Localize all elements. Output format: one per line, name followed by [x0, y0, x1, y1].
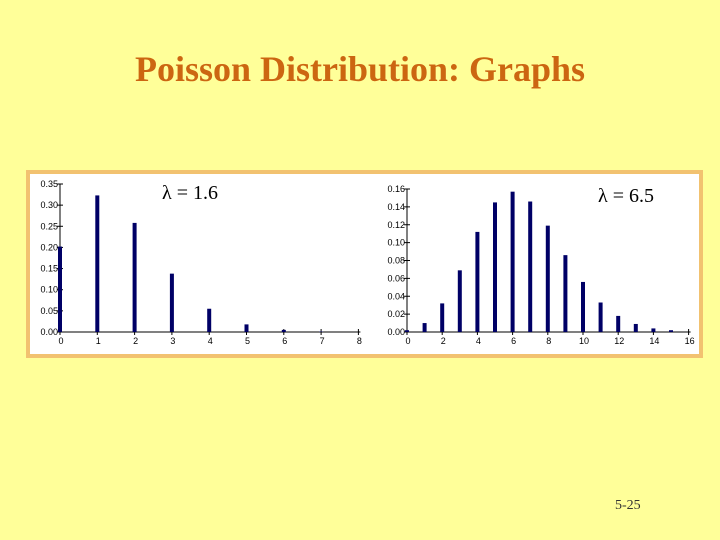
bar	[633, 323, 638, 332]
bar	[563, 255, 568, 332]
chart-lambda-6-5: 0.00 0.02 0.04 0.06 0.08 0.10 0.12 0.14 0.16 0 2 4 6…	[370, 174, 700, 354]
y-tick-label: 0.08	[387, 256, 405, 266]
slide-title: Poisson Distribution: Graphs	[134, 49, 586, 89]
x-tick-label: 8	[546, 336, 551, 346]
y-tick-label: 0.06	[387, 273, 405, 283]
x-tick-label: 5	[245, 336, 250, 346]
x-tick-label: 14	[649, 336, 659, 346]
bar	[510, 191, 515, 332]
y-tick-label: 0.12	[387, 220, 405, 230]
bar	[581, 281, 585, 332]
y-tick-label: 0.16	[387, 184, 405, 194]
x-tick-label: 12	[614, 336, 624, 346]
x-tick-label: 2	[441, 336, 446, 346]
x-tick-label: 4	[208, 336, 213, 346]
y-tick-label: 0.25	[40, 221, 58, 231]
y-tick-label: 0.10	[387, 238, 405, 248]
x-tick-label: 6	[282, 336, 287, 346]
x-tick-label: 4	[476, 336, 481, 346]
lambda-label: λ = 1.6	[162, 182, 218, 204]
bar	[598, 302, 603, 332]
bar	[95, 195, 100, 332]
chart-lambda-6-5-svg: 0.00 0.02 0.04 0.06 0.08 0.10 0.12 0.14 0.16 0 2 4 6…	[387, 184, 695, 346]
y-tick-label: 0.15	[40, 264, 58, 274]
bar	[545, 225, 550, 332]
y-tick-label: 0.14	[387, 202, 405, 212]
lambda-label: λ = 6.5	[598, 185, 654, 207]
x-tick-label: 16	[685, 336, 695, 346]
bar	[58, 246, 62, 332]
x-tick-label: 7	[320, 336, 325, 346]
y-tick-label: 0.05	[40, 306, 58, 316]
bar	[422, 323, 427, 332]
bar	[475, 231, 480, 332]
bar	[132, 222, 137, 332]
y-tick-label: 0.00	[40, 327, 58, 337]
y-tick-label: 0.04	[387, 291, 405, 301]
x-tick-label: 10	[579, 336, 589, 346]
bar	[405, 330, 409, 332]
y-tick-label: 0.20	[40, 242, 58, 252]
bar	[244, 324, 249, 332]
bar	[528, 201, 533, 332]
bar	[669, 330, 673, 332]
charts-panel: 0.00 0.05 0.10 0.15 0.20 0.25 0.30 0.35 0 1 2 3 4 5 6 7…	[26, 170, 703, 358]
x-tick-label: 2	[133, 336, 138, 346]
x-tick-label: 6	[511, 336, 516, 346]
x-tick-label: 1	[96, 336, 101, 346]
y-tick-label: 0.10	[40, 285, 58, 295]
x-tick-label: 0	[58, 336, 63, 346]
bar	[169, 273, 174, 332]
y-tick-label: 0.02	[387, 309, 405, 319]
bar	[493, 202, 497, 332]
bar	[207, 308, 212, 332]
y-tick-label: 0.35	[40, 179, 58, 189]
chart-lambda-1-6: 0.00 0.05 0.10 0.15 0.20 0.25 0.30 0.35 0 1 2 3 4 5 6 7…	[30, 174, 362, 354]
bar	[281, 329, 286, 332]
bar	[651, 328, 656, 332]
x-tick-label: 3	[170, 336, 175, 346]
chart-lambda-1-6-svg: 0.00 0.05 0.10 0.15 0.20 0.25 0.30 0.35 0 1 2 3 4 5 6 7…	[40, 179, 362, 346]
y-tick-label: 0.00	[387, 327, 405, 337]
x-tick-label: 0	[405, 336, 410, 346]
y-tick-label: 0.30	[40, 200, 58, 210]
bar	[457, 270, 462, 332]
bar	[616, 315, 621, 332]
x-tick-label: 8	[357, 336, 362, 346]
bar	[440, 303, 445, 332]
page-number: 5-25	[615, 498, 641, 513]
